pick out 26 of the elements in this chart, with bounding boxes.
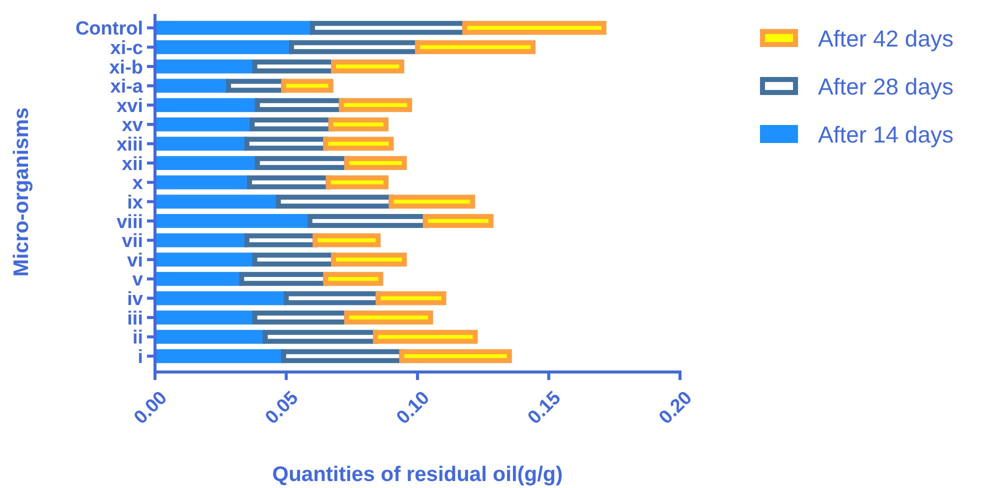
y-tick-label: xv — [122, 115, 144, 136]
y-tick-label: x — [132, 173, 144, 194]
x-tick-label: 0.20 — [655, 388, 696, 429]
y-tick-label: Control — [75, 18, 143, 40]
x-tick-label: 0.00 — [130, 388, 172, 429]
y-tick-label: ii — [132, 328, 143, 349]
y-tick-label: xi-c — [110, 38, 144, 59]
y-tick-label: xii — [122, 154, 143, 175]
y-tick-label: iii — [127, 308, 143, 330]
y-tick-label: vii — [122, 231, 143, 252]
y-tick-label: xiii — [116, 134, 143, 156]
y-tick-label: i — [138, 346, 143, 368]
legend-label: After 28 days — [818, 73, 954, 100]
y-tick-label: v — [132, 270, 144, 291]
x-axis-title: Quantities of residual oil(g/g) — [272, 463, 563, 486]
y-tick-label: vi — [127, 250, 143, 272]
y-tick-label: xi-b — [109, 57, 143, 78]
y-tick-label: xvi — [116, 96, 143, 117]
legend-label: After 42 days — [818, 25, 954, 52]
y-axis-title: Micro-organisms — [10, 107, 33, 277]
y-tick-label: viii — [116, 212, 143, 233]
x-tick-label: 0.10 — [392, 388, 434, 429]
y-tick-label: iv — [127, 289, 144, 310]
y-tick-label: xi-a — [110, 76, 144, 98]
y-tick-label: ix — [127, 192, 144, 214]
legend-label: After 14 days — [818, 121, 954, 148]
